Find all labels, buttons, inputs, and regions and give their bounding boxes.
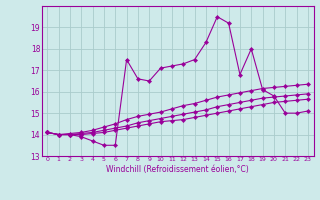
X-axis label: Windchill (Refroidissement éolien,°C): Windchill (Refroidissement éolien,°C): [106, 165, 249, 174]
